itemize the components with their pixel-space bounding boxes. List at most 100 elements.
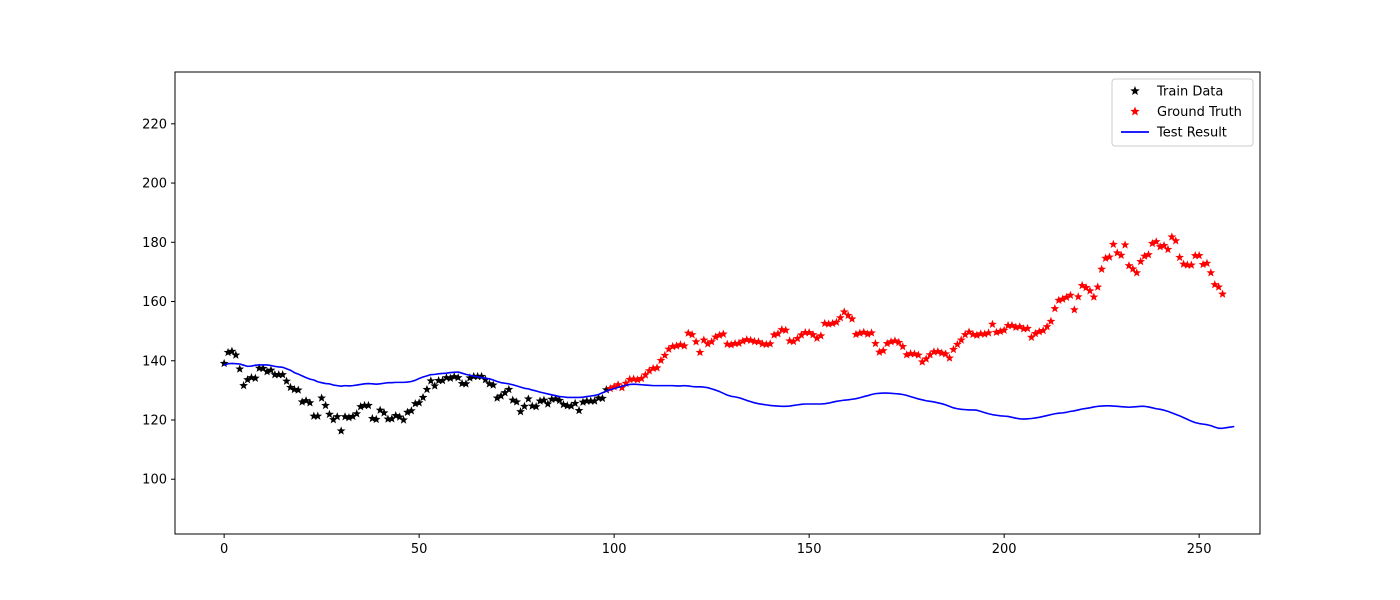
data-point-ground-truth	[703, 339, 713, 348]
data-point-ground-truth	[956, 335, 966, 344]
data-point-ground-truth	[1054, 295, 1064, 305]
data-point-ground-truth	[1186, 260, 1196, 269]
data-point-train-data	[508, 395, 518, 404]
data-point-ground-truth	[1062, 292, 1071, 302]
data-point-train-data	[484, 379, 494, 388]
data-point-ground-truth	[902, 350, 912, 359]
data-point-ground-truth	[1073, 292, 1083, 301]
data-point-train-data	[523, 394, 533, 403]
data-point-ground-truth	[699, 335, 709, 344]
data-point-ground-truth	[1120, 240, 1130, 249]
data-point-ground-truth	[851, 329, 861, 339]
data-point-ground-truth	[1136, 256, 1146, 266]
data-point-train-data	[570, 398, 580, 408]
data-point-ground-truth	[738, 336, 748, 345]
data-point-ground-truth	[746, 335, 756, 345]
data-point-ground-truth	[839, 307, 849, 316]
series-line-test-result	[223, 362, 1235, 430]
data-point-ground-truth	[1058, 294, 1068, 303]
data-point-ground-truth	[1085, 286, 1095, 295]
data-point-ground-truth	[1077, 280, 1087, 290]
data-point-ground-truth	[761, 339, 771, 349]
data-point-ground-truth	[906, 349, 915, 358]
data-point-train-data	[414, 398, 424, 407]
data-point-train-data	[543, 399, 553, 408]
data-point-ground-truth	[672, 341, 681, 350]
y-tick-label: 120	[142, 413, 167, 428]
data-point-train-data	[438, 375, 447, 385]
data-point-ground-truth	[726, 340, 736, 349]
data-point-train-data	[286, 382, 295, 392]
data-point-train-data	[492, 393, 502, 402]
data-point-ground-truth	[1214, 282, 1224, 291]
data-point-train-data	[512, 397, 522, 406]
data-point-ground-truth	[1171, 236, 1181, 245]
data-point-train-data	[399, 415, 408, 424]
data-point-ground-truth	[874, 347, 884, 356]
x-tick-label: 150	[797, 542, 822, 557]
data-point-ground-truth	[882, 338, 892, 348]
data-point-train-data	[539, 395, 549, 404]
data-point-ground-truth	[1097, 264, 1107, 273]
data-point-ground-truth	[808, 330, 818, 339]
data-point-train-data	[387, 414, 397, 423]
data-point-ground-truth	[917, 357, 927, 366]
data-point-train-data	[313, 411, 323, 420]
data-point-ground-truth	[1050, 304, 1060, 313]
data-point-ground-truth	[1003, 320, 1013, 330]
data-point-train-data	[504, 384, 514, 394]
data-point-train-data	[574, 405, 584, 415]
data-point-train-data	[356, 402, 366, 411]
data-point-train-data	[422, 384, 432, 394]
data-point-train-data	[301, 396, 311, 405]
data-point-ground-truth	[609, 382, 619, 391]
data-point-ground-truth	[1081, 283, 1091, 292]
data-point-train-data	[375, 405, 385, 414]
data-point-train-data	[282, 376, 291, 385]
data-point-train-data	[239, 381, 249, 390]
data-point-ground-truth	[1093, 282, 1103, 291]
legend-item-train-data: Train Data	[1130, 85, 1223, 100]
data-point-ground-truth	[1011, 322, 1021, 332]
data-point-ground-truth	[804, 328, 814, 337]
data-point-ground-truth	[633, 375, 642, 384]
data-point-ground-truth	[941, 349, 951, 358]
y-tick-label: 180	[142, 236, 167, 251]
data-point-ground-truth	[976, 329, 986, 338]
y-tick-label: 140	[142, 354, 167, 369]
data-point-ground-truth	[921, 354, 931, 363]
data-point-ground-truth	[812, 333, 822, 342]
data-point-ground-truth	[863, 329, 873, 338]
data-point-train-data	[379, 408, 389, 417]
data-point-ground-truth	[828, 318, 837, 328]
data-point-ground-truth	[1194, 251, 1204, 260]
data-point-ground-truth	[980, 329, 990, 338]
data-point-train-data	[516, 407, 525, 416]
data-point-train-data	[426, 376, 436, 385]
data-point-ground-truth	[757, 339, 767, 348]
data-point-train-data	[406, 406, 416, 415]
data-point-train-data	[601, 385, 611, 394]
data-point-train-data	[594, 393, 603, 402]
data-point-ground-truth	[1027, 332, 1036, 342]
data-point-train-data	[231, 350, 241, 359]
data-point-ground-truth	[637, 373, 646, 383]
data-point-train-data	[258, 363, 268, 373]
data-point-train-data	[488, 380, 498, 389]
data-point-train-data	[465, 373, 475, 382]
data-point-ground-truth	[660, 350, 670, 360]
data-point-train-data	[395, 412, 405, 421]
data-point-ground-truth	[1007, 320, 1017, 330]
data-point-ground-truth	[722, 339, 732, 348]
data-point-train-data	[344, 413, 354, 422]
data-point-ground-truth	[773, 329, 783, 338]
data-point-ground-truth	[878, 346, 888, 355]
data-point-ground-truth	[1132, 268, 1142, 277]
data-point-ground-truth	[1015, 322, 1025, 331]
data-point-ground-truth	[999, 325, 1009, 334]
data-point-ground-truth	[617, 383, 627, 392]
data-point-train-data	[336, 426, 346, 435]
data-point-ground-truth	[960, 330, 970, 339]
data-point-ground-truth	[1116, 250, 1126, 260]
x-tick-label: 200	[992, 542, 1017, 557]
